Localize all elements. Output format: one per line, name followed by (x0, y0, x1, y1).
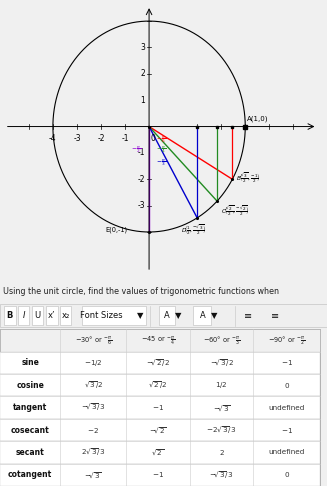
Text: $-30°$ or $^{-}\frac{\pi}{6}$: $-30°$ or $^{-}\frac{\pi}{6}$ (75, 334, 112, 347)
Text: ≡: ≡ (245, 311, 252, 321)
Bar (4, 307, 16, 325)
Text: cosine: cosine (16, 381, 44, 390)
Text: $\sqrt{2}$: $\sqrt{2}$ (151, 448, 164, 457)
Text: B: B (7, 311, 13, 320)
Text: tangent: tangent (13, 403, 47, 412)
Bar (0, 330, 320, 486)
Text: $-\!\sqrt{3}/2$: $-\!\sqrt{3}/2$ (210, 357, 233, 368)
Text: x₂: x₂ (61, 311, 70, 320)
Bar (0, 419, 320, 441)
Text: $C\!\left(\!\frac{\sqrt{2}}{2},\frac{-\sqrt{2}}{2}\!\right)$: $C\!\left(\!\frac{\sqrt{2}}{2},\frac{-\s… (221, 205, 249, 218)
Text: 0: 0 (151, 134, 156, 143)
Text: $-\!\sqrt{3}$: $-\!\sqrt{3}$ (84, 470, 102, 480)
Text: 1: 1 (141, 96, 145, 104)
Text: ▼: ▼ (211, 311, 217, 320)
Text: $-\!\sqrt{2}/2$: $-\!\sqrt{2}/2$ (146, 357, 170, 368)
Text: $-\frac{\pi}{3}$: $-\frac{\pi}{3}$ (156, 157, 165, 168)
Text: $0$: $0$ (284, 470, 290, 479)
Text: -1: -1 (121, 134, 129, 143)
Text: ▼: ▼ (137, 311, 144, 320)
Text: $B\!\left(\!\frac{\sqrt{3}}{2},\frac{-1}{2}\!\right)$: $B\!\left(\!\frac{\sqrt{3}}{2},\frac{-1}… (236, 172, 261, 185)
Text: $-1$: $-1$ (281, 358, 293, 367)
Text: $-1$: $-1$ (281, 426, 293, 434)
Text: $-2\sqrt{3}/3$: $-2\sqrt{3}/3$ (206, 424, 237, 436)
Text: $\sqrt{3}/2$: $\sqrt{3}/2$ (84, 380, 103, 391)
Bar (18, 307, 29, 325)
Text: x’: x’ (48, 311, 55, 320)
Text: $-\!\sqrt{3}/3$: $-\!\sqrt{3}/3$ (81, 402, 105, 414)
Text: $-\!\sqrt{3}/3$: $-\!\sqrt{3}/3$ (209, 469, 234, 481)
Text: $-\frac{\pi}{6}$: $-\frac{\pi}{6}$ (156, 134, 165, 145)
Text: E(0,-1): E(0,-1) (106, 226, 128, 233)
Bar (0, 304, 327, 328)
Text: $0$: $0$ (284, 381, 290, 390)
Text: -2: -2 (97, 134, 105, 143)
Text: $-2$: $-2$ (87, 426, 99, 434)
Bar (82, 307, 146, 325)
Bar (0, 441, 320, 464)
Text: $-1$: $-1$ (152, 470, 164, 479)
Text: -1: -1 (138, 148, 145, 157)
Bar (46, 307, 58, 325)
Text: $-\!\sqrt{2}$: $-\!\sqrt{2}$ (149, 425, 167, 435)
Text: $-\!\sqrt{3}$: $-\!\sqrt{3}$ (213, 402, 231, 413)
Bar (193, 307, 211, 325)
Text: secant: secant (16, 448, 44, 457)
Text: undefined: undefined (269, 405, 305, 411)
Text: Using the unit circle, find the values of trigonometric functions when: Using the unit circle, find the values o… (3, 287, 279, 296)
Text: $-60°$ or $^{-}\frac{\pi}{3}$: $-60°$ or $^{-}\frac{\pi}{3}$ (203, 334, 240, 347)
Bar (0, 464, 320, 486)
Text: ▼: ▼ (175, 311, 181, 320)
Text: $1/2$: $1/2$ (215, 380, 228, 390)
Text: U: U (35, 311, 41, 320)
Bar (0, 330, 320, 352)
Text: -4: -4 (49, 134, 57, 143)
Text: -3: -3 (138, 201, 145, 210)
Text: cosecant: cosecant (11, 426, 50, 434)
Text: A(1,0): A(1,0) (247, 116, 269, 122)
Text: $D\!\left(\!\frac{1}{2},\frac{-\sqrt{3}}{2}\!\right)$: $D\!\left(\!\frac{1}{2},\frac{-\sqrt{3}}… (181, 224, 206, 237)
Bar (159, 307, 175, 325)
Bar (60, 307, 71, 325)
Text: undefined: undefined (269, 450, 305, 455)
Text: I: I (22, 311, 25, 320)
Bar (0, 374, 320, 397)
Text: $2$: $2$ (219, 448, 224, 457)
Text: 2: 2 (141, 69, 145, 78)
Bar (0, 352, 320, 374)
Text: A: A (164, 311, 170, 320)
Text: $-45$ or $^{-}\frac{\pi}{4}$: $-45$ or $^{-}\frac{\pi}{4}$ (141, 334, 175, 347)
Text: ≡: ≡ (271, 311, 279, 321)
Text: -3: -3 (73, 134, 81, 143)
Text: Font Sizes: Font Sizes (80, 311, 123, 320)
Text: sine: sine (21, 358, 39, 367)
Text: -2: -2 (138, 175, 145, 184)
Text: $2\sqrt{3}/3$: $2\sqrt{3}/3$ (81, 447, 105, 458)
Text: $-90°$ or $^{-}\frac{\pi}{2}$: $-90°$ or $^{-}\frac{\pi}{2}$ (268, 334, 306, 347)
Bar (0, 397, 320, 419)
Text: $-1$: $-1$ (152, 403, 164, 412)
Text: $-1/2$: $-1/2$ (84, 358, 103, 368)
Text: $-\frac{\pi}{4}$: $-\frac{\pi}{4}$ (156, 144, 165, 155)
Text: $-\frac{\pi}{2}$: $-\frac{\pi}{2}$ (130, 144, 141, 155)
Text: 3: 3 (140, 43, 145, 52)
Bar (32, 307, 43, 325)
Text: $\sqrt{2}/2$: $\sqrt{2}/2$ (148, 380, 167, 391)
Text: cotangent: cotangent (8, 470, 52, 479)
Text: A: A (200, 311, 206, 320)
